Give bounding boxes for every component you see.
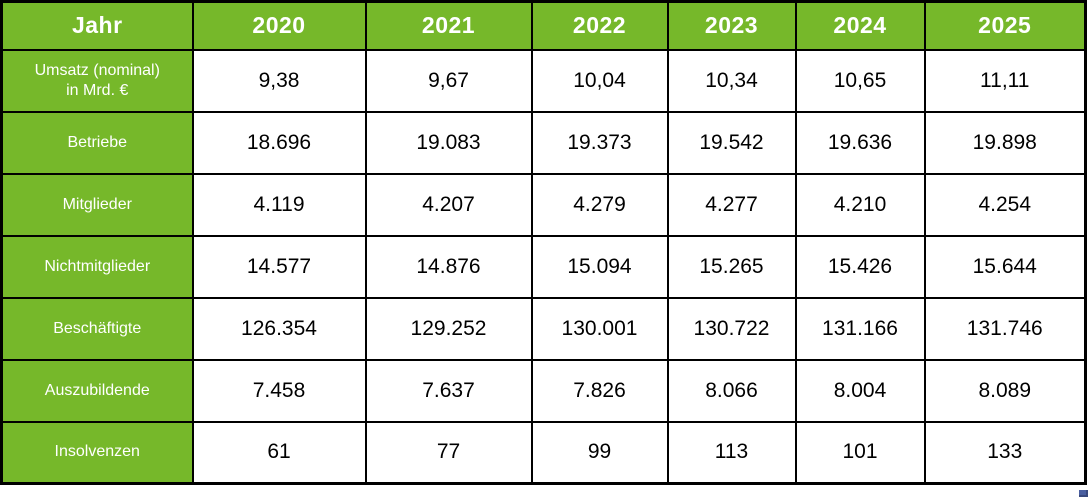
table-cell: 61 — [191, 420, 367, 485]
table-cell: 10,04 — [530, 48, 669, 113]
table-cell: 9,38 — [191, 48, 367, 113]
table-cell: 7.826 — [530, 358, 669, 423]
table-cell: 101 — [794, 420, 926, 485]
table-cell: 4.277 — [666, 172, 797, 237]
table-cell: 15.265 — [666, 234, 797, 299]
table-cell: 126.354 — [191, 296, 367, 361]
table-cell: 4.210 — [794, 172, 926, 237]
year-header-2023: 2023 — [666, 0, 797, 51]
table-cell: 19.542 — [666, 110, 797, 175]
table-cell: 7.637 — [364, 358, 533, 423]
table-cell: 129.252 — [364, 296, 533, 361]
table-row-nichtmitglieder: Nichtmitglieder 14.577 14.876 15.094 15.… — [0, 234, 1087, 299]
corner-header-jahr: Jahr — [0, 0, 194, 51]
table-cell: 113 — [666, 420, 797, 485]
row-label-mitglieder: Mitglieder — [0, 172, 194, 237]
table-cell: 11,11 — [923, 48, 1087, 113]
table-cell: 130.722 — [666, 296, 797, 361]
year-header-2022: 2022 — [530, 0, 669, 51]
table-cell: 99 — [530, 420, 669, 485]
table-cell: 15.094 — [530, 234, 669, 299]
table-cell: 77 — [364, 420, 533, 485]
table-cell: 4.279 — [530, 172, 669, 237]
table-row-beschaeftigte: Beschäftigte 126.354 129.252 130.001 130… — [0, 296, 1087, 361]
year-header-2025: 2025 — [923, 0, 1087, 51]
table-cell: 19.083 — [364, 110, 533, 175]
table-cell: 131.166 — [794, 296, 926, 361]
table-cell: 15.644 — [923, 234, 1087, 299]
table-cell: 4.119 — [191, 172, 367, 237]
table-cell: 131.746 — [923, 296, 1087, 361]
row-label-beschaeftigte: Beschäftigte — [0, 296, 194, 361]
row-label-umsatz: Umsatz (nominal) in Mrd. € — [0, 48, 194, 113]
table-cell: 8.066 — [666, 358, 797, 423]
table-cell: 4.207 — [364, 172, 533, 237]
year-header-2020: 2020 — [191, 0, 367, 51]
table-row-insolvenzen: Insolvenzen 61 77 99 113 101 133 — [0, 420, 1087, 485]
table-cell: 14.876 — [364, 234, 533, 299]
year-header-2021: 2021 — [364, 0, 533, 51]
table-cell: 4.254 — [923, 172, 1087, 237]
table-row-auszubildende: Auszubildende 7.458 7.637 7.826 8.066 8.… — [0, 358, 1087, 423]
table-cell: 7.458 — [191, 358, 367, 423]
table-cell: 19.636 — [794, 110, 926, 175]
header-row: Jahr 2020 2021 2022 2023 2024 2025 — [0, 0, 1087, 51]
table-cell: 8.089 — [923, 358, 1087, 423]
table-cell: 14.577 — [191, 234, 367, 299]
table-row-mitglieder: Mitglieder 4.119 4.207 4.279 4.277 4.210… — [0, 172, 1087, 237]
table-row-betriebe: Betriebe 18.696 19.083 19.373 19.542 19.… — [0, 110, 1087, 175]
row-label-insolvenzen: Insolvenzen — [0, 420, 194, 485]
row-label-auszubildende: Auszubildende — [0, 358, 194, 423]
row-label-nichtmitglieder: Nichtmitglieder — [0, 234, 194, 299]
table-cell: 18.696 — [191, 110, 367, 175]
table-cell: 130.001 — [530, 296, 669, 361]
table-row-umsatz: Umsatz (nominal) in Mrd. € 9,38 9,67 10,0… — [0, 48, 1087, 113]
table-cell: 19.373 — [530, 110, 669, 175]
table-cell: 9,67 — [364, 48, 533, 113]
table-cell: 10,65 — [794, 48, 926, 113]
statistics-table: Jahr 2020 2021 2022 2023 2024 2025 Umsat… — [0, 0, 1087, 485]
table-cell: 8.004 — [794, 358, 926, 423]
row-label-line: Umsatz (nominal) — [34, 61, 160, 79]
row-label-line: in Mrd. € — [66, 81, 129, 99]
table-cell: 15.426 — [794, 234, 926, 299]
row-label-betriebe: Betriebe — [0, 110, 194, 175]
year-header-2024: 2024 — [794, 0, 926, 51]
resize-handle-icon[interactable] — [1079, 490, 1088, 497]
table-cell: 133 — [923, 420, 1087, 485]
table-cell: 10,34 — [666, 48, 797, 113]
table-cell: 19.898 — [923, 110, 1087, 175]
